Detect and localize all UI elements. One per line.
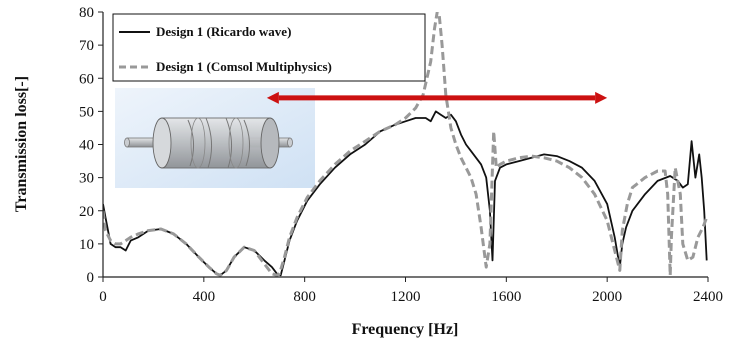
y-axis-title: Transmission loss[-] [13,76,30,212]
x-tick-label: 1200 [391,289,421,305]
y-tick-label: 40 [79,138,94,154]
x-tick-label: 1600 [491,289,521,305]
y-tick-label: 30 [79,171,94,187]
legend-label-ricardo: Design 1 (Ricardo wave) [156,24,291,39]
x-tick-label: 0 [99,289,107,305]
legend-label-comsol: Design 1 (Comsol Multiphysics) [156,59,332,74]
y-tick-label: 20 [79,204,94,220]
y-tick-label: 80 [79,5,94,21]
series-line-comsol [103,12,708,277]
y-axis-ticks: 0 10 20 30 40 50 60 70 80 [79,5,103,286]
y-tick-label: 70 [79,38,94,54]
x-tick-label: 400 [193,289,216,305]
y-tick-label: 10 [79,237,94,253]
x-tick-label: 800 [293,289,316,305]
y-tick-label: 60 [79,71,94,87]
x-tick-label: 2400 [693,289,723,305]
x-axis-ticks: 0 400 800 1200 1600 2000 2400 [99,277,723,305]
legend: Design 1 (Ricardo wave) Design 1 (Comsol… [112,13,426,82]
red-double-arrow-annotation [266,91,608,104]
y-tick-label: 50 [79,104,94,120]
x-tick-label: 2000 [592,289,622,305]
muffler-inset-image [115,88,315,188]
arrow-head-left [266,91,279,104]
arrow-head-right [595,91,608,104]
series-layer [103,12,708,277]
legend-box [112,13,426,82]
x-axis-title: Frequency [Hz] [352,321,459,338]
y-tick-label: 0 [87,270,95,286]
